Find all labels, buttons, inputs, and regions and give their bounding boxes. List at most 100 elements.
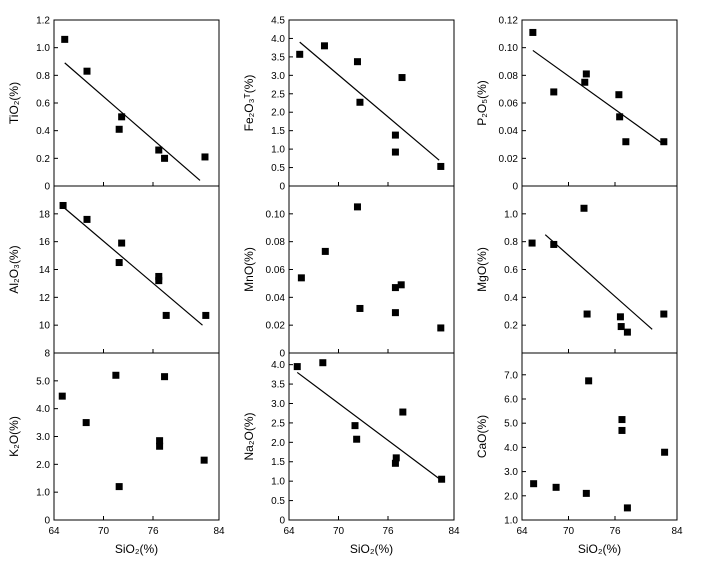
data-point: [83, 215, 91, 223]
x-tick-label: 84: [213, 526, 225, 537]
panel-frame: [521, 352, 678, 521]
y-axis-title: P₂O₅(%): [475, 80, 489, 126]
chart-panels: 0 0.2 0.4 0.6 0.8 1.0 1.2 TiO₂(%) 0 0.5 1.0 1.5 2.0 2…: [7, 16, 683, 557]
y-tick-label: 1.0: [271, 145, 285, 156]
data-point: [529, 28, 537, 36]
y-tick-label: 0: [512, 182, 518, 193]
x-tick-label: 84: [448, 526, 460, 537]
data-point: [293, 363, 301, 371]
y-axis-title: CaO(%): [475, 415, 489, 458]
x-tick-label: 64: [516, 526, 528, 537]
y-tick-label: 14: [39, 265, 51, 276]
data-point: [321, 247, 329, 255]
y-tick-label: 1.2: [36, 16, 50, 27]
data-point: [617, 323, 625, 331]
x-tick-label: 64: [48, 526, 60, 537]
data-point: [398, 74, 406, 82]
data-point: [82, 419, 90, 427]
data-point: [61, 35, 69, 43]
y-tick-label: 4.0: [271, 360, 285, 371]
data-point: [397, 281, 405, 289]
y-tick-label: 12: [39, 293, 51, 304]
y-tick-label: 2.0: [504, 491, 518, 502]
y-tick-label: 16: [39, 237, 51, 248]
data-point: [156, 442, 164, 450]
data-point: [351, 422, 359, 430]
y-axis-title: MnO(%): [242, 247, 256, 292]
data-point: [356, 98, 364, 106]
data-point: [615, 91, 623, 99]
x-tick-label: 70: [98, 526, 110, 537]
data-point: [618, 416, 626, 424]
data-point: [353, 203, 361, 211]
data-point: [118, 113, 126, 121]
x-tick-label: 70: [563, 526, 575, 537]
x-tick-label: 64: [283, 526, 295, 537]
y-tick-label: 0.4: [36, 126, 50, 137]
trend-line: [544, 234, 653, 330]
data-point: [391, 459, 399, 467]
y-tick-label: 5.0: [36, 376, 50, 387]
data-point: [583, 310, 591, 318]
data-point: [353, 58, 361, 66]
panel-frame: [53, 352, 220, 521]
data-point: [581, 78, 589, 86]
data-point: [660, 138, 668, 146]
y-tick-label: 0.4: [504, 293, 518, 304]
y-tick-label: 0.10: [499, 43, 519, 54]
data-point: [83, 67, 91, 75]
data-point: [161, 154, 169, 162]
x-axis-title: SiO₂(%): [115, 542, 158, 556]
y-tick-label: 0.12: [499, 16, 519, 27]
data-point: [437, 324, 445, 332]
data-point: [391, 309, 399, 317]
data-point: [58, 392, 66, 400]
data-point: [530, 480, 538, 488]
y-tick-label: 7.0: [504, 370, 518, 381]
y-tick-label: 2.0: [271, 438, 285, 449]
data-point: [115, 483, 123, 491]
y-tick-label: 18: [39, 209, 51, 220]
data-point: [162, 311, 170, 319]
data-point: [319, 359, 327, 367]
x-tick-label: 76: [147, 526, 159, 537]
y-tick-label: 3.0: [504, 467, 518, 478]
y-tick-label: 3.0: [271, 71, 285, 82]
trend-line: [62, 206, 203, 326]
y-tick-label: 1.5: [271, 126, 285, 137]
y-tick-label: 0.08: [266, 237, 286, 248]
y-tick-label: 0.8: [36, 71, 50, 82]
panel-p2o5: 0 0.02 0.04 0.06 0.08 0.10 0.12 P₂O₅(%): [475, 16, 678, 193]
y-axis-title: K₂O(%): [7, 416, 21, 457]
y-tick-label: 10: [39, 321, 51, 332]
y-tick-label: 0.06: [266, 265, 286, 276]
y-tick-label: 3.0: [271, 399, 285, 410]
y-tick-label: 0.02: [266, 321, 286, 332]
data-point: [661, 448, 669, 456]
x-axis-title: SiO₂(%): [350, 542, 393, 556]
panel-k2o: 0 1.0 2.0 3.0 4.0 5.0 64 70 76 84 K₂O(%) SiO₂(%): [7, 352, 225, 556]
data-point: [552, 483, 560, 491]
data-point: [155, 277, 163, 285]
data-point: [399, 408, 407, 416]
trend-line: [64, 62, 201, 181]
y-tick-label: 1.0: [271, 477, 285, 488]
panel-tio2: 0 0.2 0.4 0.6 0.8 1.0 1.2 TiO₂(%): [7, 16, 220, 193]
data-point: [200, 456, 208, 464]
data-point: [528, 239, 536, 247]
x-tick-label: 76: [609, 526, 621, 537]
y-tick-label: 0.2: [36, 154, 50, 165]
y-tick-label: 4.5: [271, 16, 285, 27]
panel-fe2o3: 0 0.5 1.0 1.5 2.0 2.5 3.0 3.5 4.0 4.5 Fe₂O₃ᵀ(%): [242, 16, 455, 193]
data-point: [155, 272, 163, 280]
data-point: [112, 371, 120, 379]
data-point: [155, 146, 163, 154]
data-point: [550, 88, 558, 96]
y-tick-label: 0.8: [504, 237, 518, 248]
panel-frame: [53, 19, 220, 187]
data-point: [622, 138, 630, 146]
panel-frame: [288, 185, 455, 354]
y-tick-label: 0.6: [36, 99, 50, 110]
data-point: [320, 42, 328, 50]
